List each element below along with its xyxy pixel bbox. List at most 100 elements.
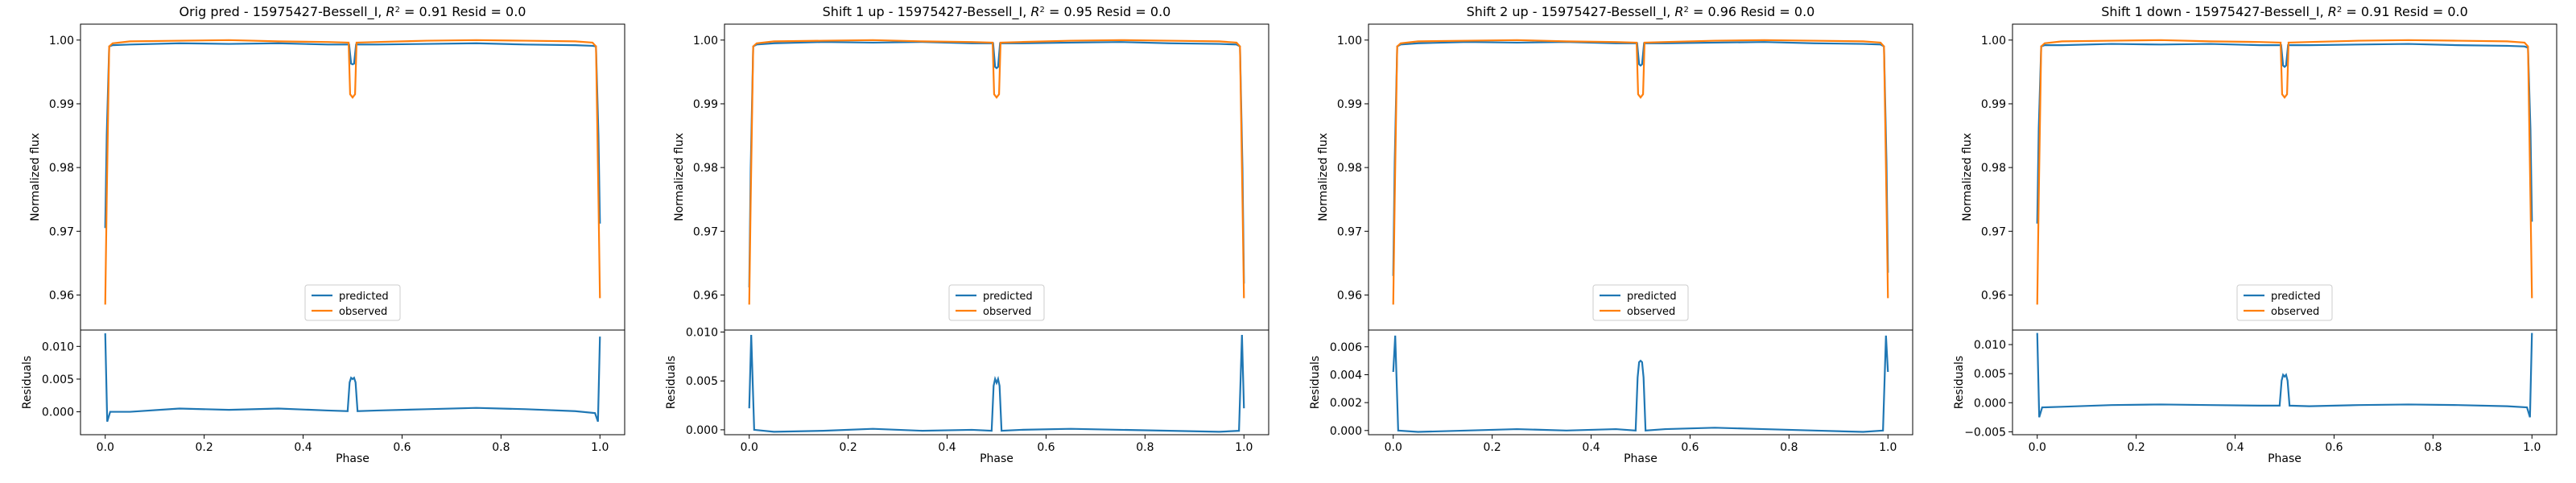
chart-title: Orig pred - 15975427-Bessell_I, R2 = 0.9… [180,4,526,20]
y-tick-label: 0.96 [1337,289,1362,302]
x-tick-label: 0.0 [2029,441,2046,454]
residuals-y-tick-label: 0.000 [1330,425,1362,438]
y-tick-label: 0.99 [49,98,74,111]
series-residuals-line [1392,335,1889,433]
series-observed-line [2036,39,2533,305]
legend-label-observed: observed [983,306,1031,318]
x-tick-label: 0.4 [2226,441,2244,454]
x-tick-label: 0.6 [1037,441,1055,454]
series-predicted-line [2036,43,2533,224]
residuals-y-tick-label: 0.006 [1330,341,1362,354]
x-tick-label: 0.4 [294,441,312,454]
x-tick-label: 0.6 [1681,441,1699,454]
x-tick-label: 0.6 [393,441,411,454]
series-predicted-line [104,42,601,229]
legend-label-predicted: predicted [2271,291,2321,303]
legend: predicted observed [2236,284,2333,321]
x-tick-label: 0.0 [1385,441,1402,454]
x-tick-label: 0.4 [1582,441,1600,454]
series-residuals-line [104,333,601,423]
y-tick-label: 0.98 [49,162,74,175]
residuals-y-tick-label: 0.005 [42,374,74,386]
y-tick-label: 1.00 [1981,35,2006,47]
legend: predicted observed [1592,284,1689,321]
x-axis-label: Phase [980,452,1013,465]
x-tick-label: 0.0 [741,441,758,454]
chart-title: Shift 1 up - 15975427-Bessell_I, R2 = 0.… [823,4,1171,20]
y-axis-label: Normalized flux [1961,133,1974,221]
residuals-axes-frame [2012,329,2557,436]
residuals-axes-frame [1368,329,1913,436]
x-tick-label: 0.4 [938,441,956,454]
flux-axes-frame [724,23,1269,331]
residuals-axis-label: Residuals [21,356,34,409]
x-tick-label: 1.0 [591,441,609,454]
y-tick-label: 0.97 [693,225,718,238]
y-tick-label: 1.00 [49,35,74,47]
x-tick-label: 1.0 [1879,441,1897,454]
y-tick-label: 0.96 [693,289,718,302]
series-observed-line [1392,39,1889,305]
residuals-y-tick-label: 0.010 [686,326,718,339]
residuals-y-tick-label: 0.005 [686,375,718,388]
y-tick-label: 0.97 [49,225,74,238]
legend-label-observed: observed [1627,306,1675,318]
x-axis-label: Phase [2268,452,2301,465]
residuals-axis-label: Residuals [1309,356,1322,409]
series-residuals-line [748,335,1245,433]
legend-label-predicted: predicted [983,291,1033,303]
legend-label-predicted: predicted [1627,291,1677,303]
chart-title: Shift 1 down - 15975427-Bessell_I, R2 = … [2101,4,2468,20]
y-tick-label: 1.00 [1337,35,1362,47]
residuals-y-tick-label: 0.002 [1330,397,1362,410]
y-axis-label: Normalized flux [673,133,686,221]
x-tick-label: 0.8 [492,441,510,454]
legend: predicted observed [304,284,401,321]
x-tick-label: 0.0 [97,441,114,454]
residuals-axis-label: Residuals [1953,356,1966,409]
y-tick-label: 0.99 [1981,98,2006,111]
residuals-axes-frame [80,329,625,436]
residuals-y-tick-label: 0.004 [1330,369,1362,382]
panel-2: Shift 1 up - 15975427-Bessell_I, R2 = 0.… [665,4,1269,465]
x-axis-label: Phase [336,452,369,465]
y-tick-label: 1.00 [693,35,718,47]
y-tick-label: 0.99 [1337,98,1362,111]
panel-3: Shift 2 up - 15975427-Bessell_I, R2 = 0.… [1309,4,1913,465]
flux-axes-frame [80,23,625,331]
x-tick-label: 0.8 [1780,441,1798,454]
residuals-y-tick-label: 0.000 [686,424,718,437]
x-tick-label: 1.0 [1235,441,1253,454]
y-tick-label: 0.99 [693,98,718,111]
legend-label-observed: observed [2271,306,2319,318]
series-observed-line [104,39,601,305]
y-tick-label: 0.97 [1981,225,2006,238]
y-tick-label: 0.98 [693,162,718,175]
y-axis-label: Normalized flux [1317,133,1330,221]
residuals-y-tick-label: 0.005 [1974,368,2006,381]
y-tick-label: 0.98 [1981,162,2006,175]
y-axis-label: Normalized flux [29,133,42,221]
residuals-y-tick-label: 0.010 [42,341,74,353]
residuals-y-tick-label: 0.000 [1974,397,2006,410]
residuals-y-tick-label: 0.000 [42,407,74,419]
legend-label-observed: observed [339,306,387,318]
x-tick-label: 0.2 [2128,441,2145,454]
residuals-axis-label: Residuals [665,356,678,409]
y-tick-label: 0.96 [49,289,74,302]
series-predicted-line [1392,41,1889,276]
panel-1: Orig pred - 15975427-Bessell_I, R2 = 0.9… [21,4,625,465]
flux-axes-frame [2012,23,2557,331]
residuals-y-tick-label: −0.005 [1964,426,2006,439]
series-observed-line [748,39,1245,305]
series-predicted-line [748,41,1245,287]
y-tick-label: 0.97 [1337,225,1362,238]
x-tick-label: 0.2 [840,441,857,454]
panel-4: Shift 1 down - 15975427-Bessell_I, R2 = … [1953,4,2557,465]
x-axis-label: Phase [1624,452,1657,465]
x-tick-label: 1.0 [2523,441,2541,454]
y-tick-label: 0.98 [1337,162,1362,175]
x-tick-label: 0.8 [1136,441,1154,454]
residuals-axes-frame [724,329,1269,436]
